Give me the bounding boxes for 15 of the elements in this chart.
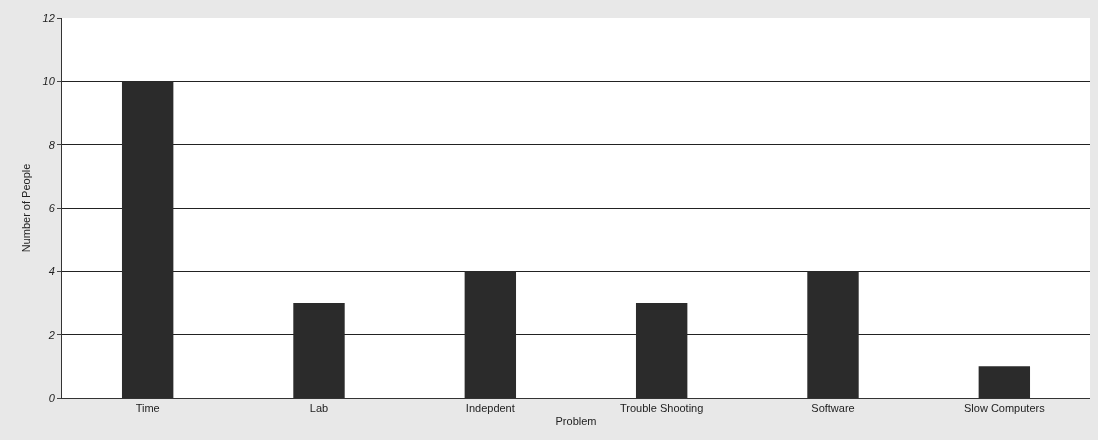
x-tick-label: Slow Computers	[963, 402, 1046, 415]
y-tick-label: 8	[48, 138, 56, 151]
x-axis-title: Problem	[555, 415, 597, 428]
x-tick-label: Lab	[309, 402, 329, 415]
y-tick-label: 4	[48, 265, 55, 278]
y-tick-label: 12	[42, 11, 55, 24]
x-tick-label: Software	[811, 402, 855, 415]
y-tick-label: 2	[47, 328, 55, 341]
x-tick-label: Indepdent	[465, 402, 515, 415]
x-tick-label: Trouble Shooting	[619, 402, 704, 415]
y-tick-label: 10	[42, 75, 56, 88]
y-tick-label: 0	[48, 391, 56, 404]
y-axis-title: Number of People	[20, 163, 32, 253]
y-tick-label: 6	[48, 201, 56, 214]
x-tick-label: Time	[135, 402, 160, 415]
